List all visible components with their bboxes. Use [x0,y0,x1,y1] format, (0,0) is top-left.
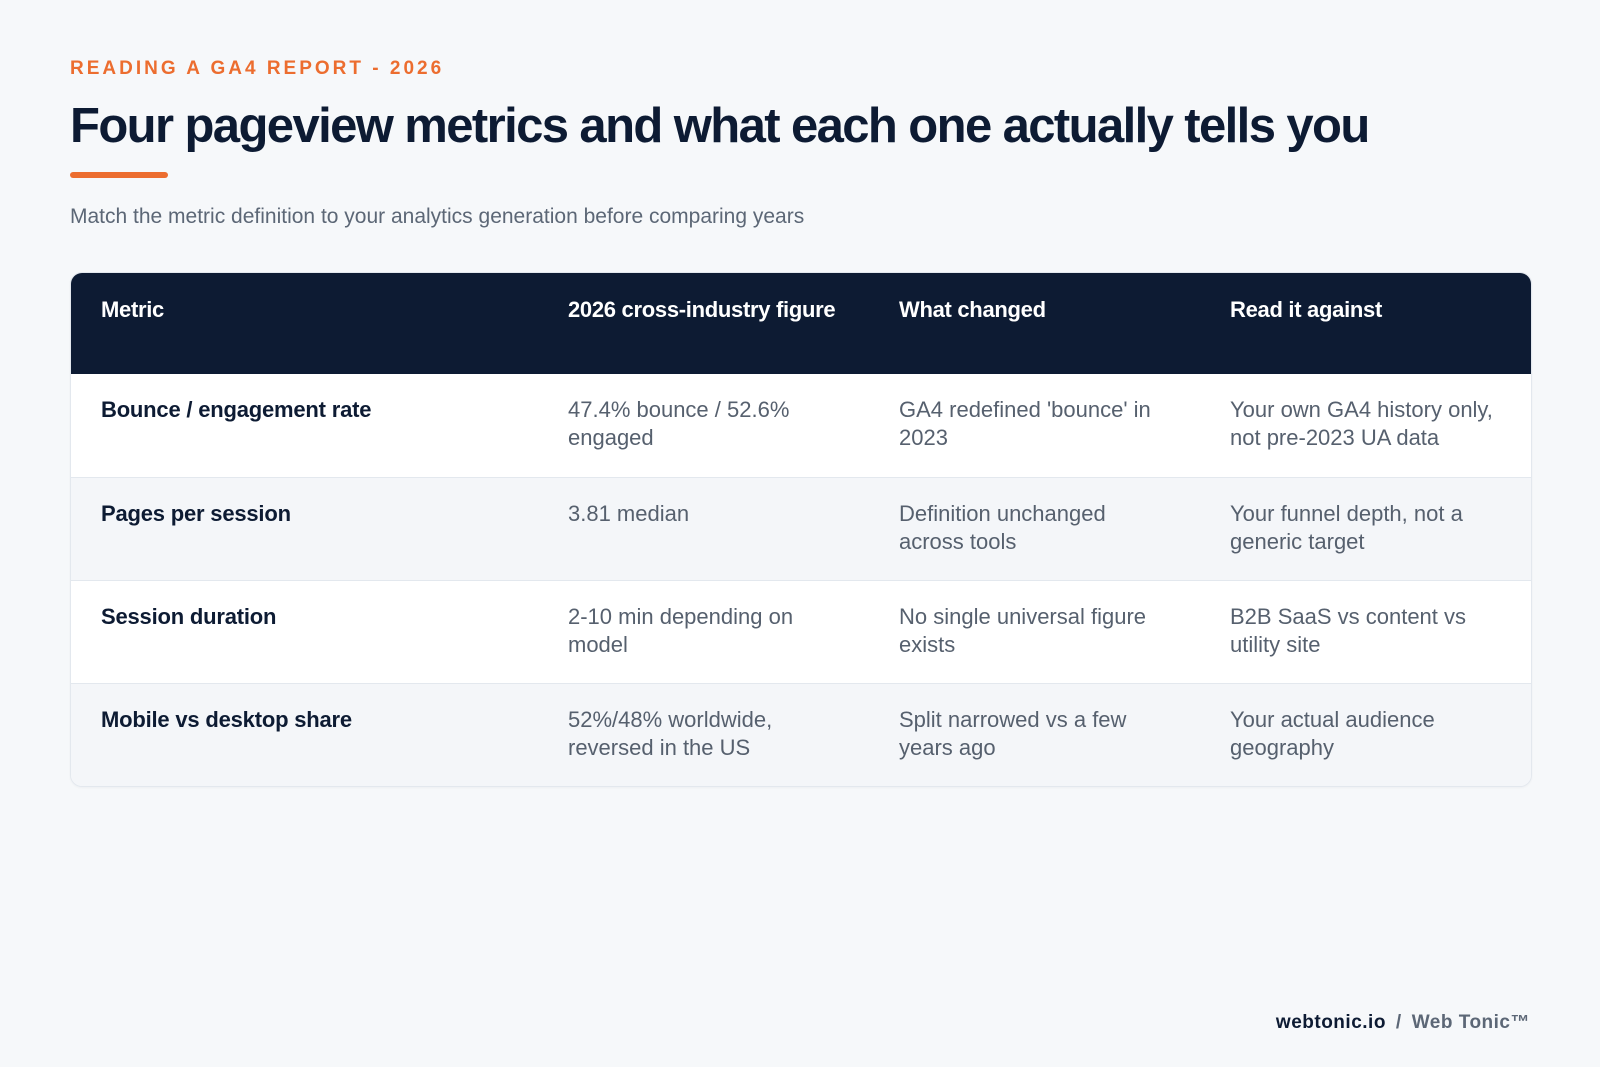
footer-separator: / [1395,1012,1402,1033]
footer-credit: webtonic.io / Web Tonic™ [1276,1010,1530,1036]
metric-cell: Session duration [101,603,277,629]
metric-cell: Pages per session [101,500,291,526]
read-against-cell: Your own GA4 history only, not pre-2023 … [1230,397,1493,450]
column-header-what-changed: What changed [899,297,1046,322]
table-row: Mobile vs desktop share 52%/48% worldwid… [71,683,1531,786]
figure-cell: 47.4% bounce / 52.6% engaged [568,397,790,450]
page-title: Four pageview metrics and what each one … [70,99,1370,153]
figure-cell: 2-10 min depending on model [568,603,794,657]
title-accent-bar [70,172,168,178]
page-subtitle: Match the metric definition to your anal… [70,205,805,228]
metric-cell: Bounce / engagement rate [101,397,372,422]
column-header-figure: 2026 cross-industry figure [568,297,836,322]
table-row: Session duration 2-10 min depending on m… [71,580,1531,683]
figure-cell: 52%/48% worldwide, reversed in the US [568,706,773,760]
column-header-read-against: Read it against [1230,297,1382,322]
metric-cell: Mobile vs desktop share [101,706,352,732]
table-header: Metric 2026 cross-industry figure What c… [71,273,1531,374]
eyebrow-label: READING A GA4 REPORT - 2026 [70,58,445,79]
table-header-row: Metric 2026 cross-industry figure What c… [71,273,1531,374]
page: READING A GA4 REPORT - 2026 Four pagevie… [70,56,1532,787]
read-against-cell: B2B SaaS vs content vs utility site [1230,603,1467,657]
metrics-table-card: Metric 2026 cross-industry figure What c… [70,272,1532,787]
table-row: Bounce / engagement rate 47.4% bounce / … [71,374,1531,477]
footer-brand: Web Tonic™ [1411,1012,1530,1033]
column-header-metric: Metric [101,297,164,322]
footer-domain: webtonic.io [1275,1012,1386,1033]
figure-cell: 3.81 median [568,500,690,526]
read-against-cell: Your funnel depth, not a generic target [1230,500,1463,554]
what-changed-cell: Definition unchanged across tools [899,500,1106,554]
read-against-cell: Your actual audience geography [1230,706,1435,760]
metrics-table: Metric 2026 cross-industry figure What c… [71,273,1531,786]
table-body: Bounce / engagement rate 47.4% bounce / … [71,374,1531,786]
what-changed-cell: Split narrowed vs a few years ago [899,706,1127,760]
what-changed-cell: GA4 redefined 'bounce' in 2023 [899,397,1151,450]
table-row: Pages per session 3.81 median Definition… [71,477,1531,580]
what-changed-cell: No single universal figure exists [899,603,1147,657]
